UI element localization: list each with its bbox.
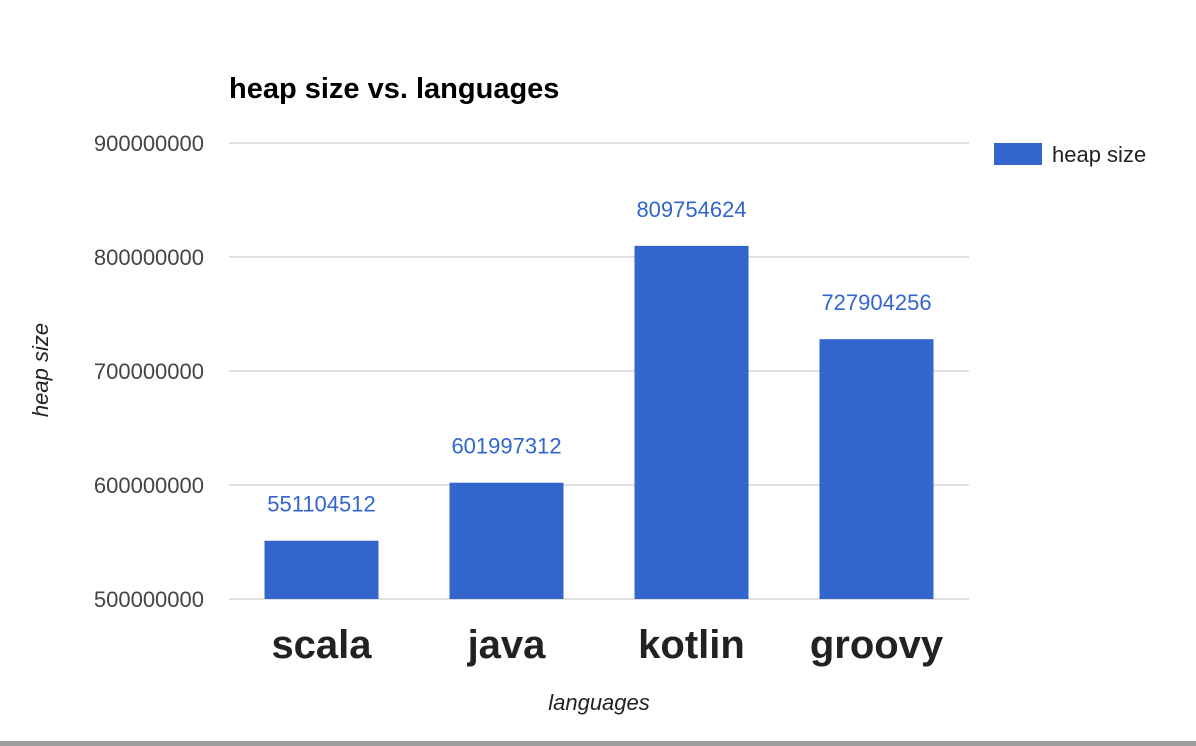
category-label-java: java	[467, 623, 547, 667]
category-label-groovy: groovy	[810, 623, 944, 667]
data-label-scala: 551104512	[267, 492, 376, 517]
y-tick-label: 800000000	[94, 245, 204, 270]
bar-scala	[264, 540, 379, 599]
x-axis-category-labels: scala java kotlin groovy	[271, 623, 943, 667]
legend: heap size	[994, 142, 1146, 167]
bar-java	[449, 482, 564, 599]
category-label-scala: scala	[271, 623, 372, 667]
y-tick-label: 900000000	[94, 131, 204, 156]
data-labels: 551104512 601997312 809754624 727904256	[267, 197, 931, 517]
legend-label: heap size	[1052, 142, 1146, 167]
category-label-kotlin: kotlin	[638, 623, 745, 667]
y-tick-label: 600000000	[94, 473, 204, 498]
bar-groovy	[819, 339, 934, 599]
y-tick-label: 500000000	[94, 587, 204, 612]
legend-swatch	[994, 143, 1042, 165]
x-axis-title: languages	[548, 690, 650, 715]
y-axis-tick-labels: 500000000 600000000 700000000 800000000 9000…	[94, 131, 204, 612]
bars	[264, 245, 934, 599]
data-label-java: 601997312	[451, 434, 561, 459]
y-axis-title: heap size	[28, 323, 53, 417]
y-tick-label: 700000000	[94, 359, 204, 384]
bar-kotlin	[634, 245, 749, 599]
chart-title: heap size vs. languages	[229, 73, 559, 105]
data-label-kotlin: 809754624	[636, 197, 746, 222]
bottom-border	[0, 741, 1196, 746]
data-label-groovy: 727904256	[821, 290, 931, 315]
